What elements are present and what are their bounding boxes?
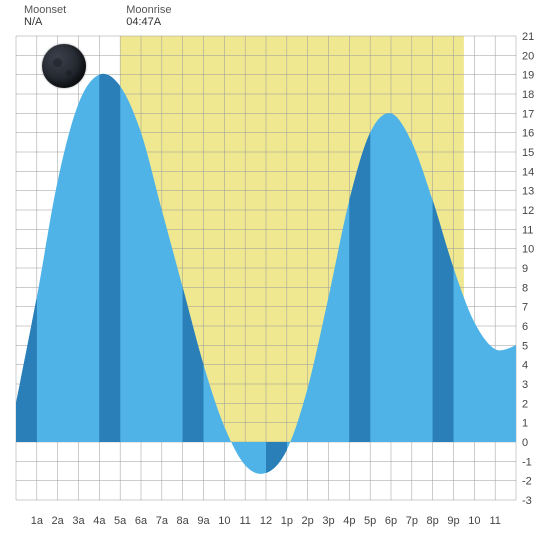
x-tick-label: 8a: [177, 515, 190, 527]
moonrise-label: Moonrise: [126, 4, 171, 16]
x-tick-label: 1p: [281, 515, 293, 527]
moonrise-value: 04:47A: [126, 16, 171, 28]
y-tick-label: 12: [522, 205, 534, 217]
y-tick-label: 11: [522, 224, 533, 236]
x-tick-label: 5p: [364, 515, 376, 527]
tide-chart-svg: -3-2-10123456789101112131415161718192021…: [0, 0, 550, 550]
y-tick-label: 18: [522, 89, 534, 101]
x-tick-label: 4a: [93, 515, 106, 527]
x-tick-label: 6a: [135, 515, 148, 527]
y-tick-label: 4: [522, 360, 528, 372]
x-tick-label: 3a: [72, 515, 85, 527]
x-tick-label: 2p: [302, 515, 314, 527]
y-tick-label: 7: [522, 302, 528, 314]
y-tick-label: -1: [522, 456, 532, 468]
moon-phase-icon: [42, 44, 86, 88]
y-tick-label: 3: [522, 379, 528, 391]
y-tick-label: 10: [522, 244, 534, 256]
moonset-label: Moonset: [24, 4, 66, 16]
x-tick-label: 7p: [406, 515, 418, 527]
x-tick-label: 9p: [447, 515, 459, 527]
x-tick-label: 8p: [427, 515, 439, 527]
y-tick-label: 20: [522, 50, 534, 62]
y-tick-label: 13: [522, 186, 534, 198]
x-tick-label: 5a: [114, 515, 127, 527]
x-tick-label: 11: [489, 515, 500, 527]
y-tick-label: 17: [522, 108, 534, 120]
x-tick-label: 4p: [343, 515, 355, 527]
y-tick-label: -3: [522, 495, 532, 507]
x-tick-label: 3p: [322, 515, 334, 527]
y-tick-label: 21: [522, 31, 534, 43]
y-tick-label: 0: [522, 437, 528, 449]
y-tick-label: 16: [522, 128, 534, 140]
x-tick-label: 11: [239, 515, 250, 527]
x-tick-label: 12: [260, 515, 272, 527]
tide-chart-container: Moonset N/A Moonrise 04:47A -3-2-1012345…: [0, 0, 550, 550]
x-tick-label: 10: [218, 515, 230, 527]
y-tick-label: 1: [522, 418, 528, 430]
moonrise-block: Moonrise 04:47A: [126, 4, 171, 28]
moon-header: Moonset N/A Moonrise 04:47A: [24, 4, 171, 28]
y-tick-label: 8: [522, 282, 528, 294]
x-tick-label: 6p: [385, 515, 397, 527]
y-tick-label: 14: [522, 166, 534, 178]
y-tick-label: 9: [522, 263, 528, 275]
y-tick-label: 5: [522, 340, 528, 352]
x-tick-label: 2a: [52, 515, 65, 527]
x-tick-label: 10: [468, 515, 480, 527]
moonset-value: N/A: [24, 16, 66, 28]
moonset-block: Moonset N/A: [24, 4, 66, 28]
y-tick-label: 19: [522, 70, 534, 82]
y-tick-label: -2: [522, 476, 532, 488]
y-tick-label: 15: [522, 147, 534, 159]
x-tick-label: 7a: [156, 515, 169, 527]
x-tick-label: 1a: [31, 515, 44, 527]
y-tick-label: 6: [522, 321, 528, 333]
y-tick-label: 2: [522, 398, 528, 410]
x-tick-label: 9a: [197, 515, 210, 527]
